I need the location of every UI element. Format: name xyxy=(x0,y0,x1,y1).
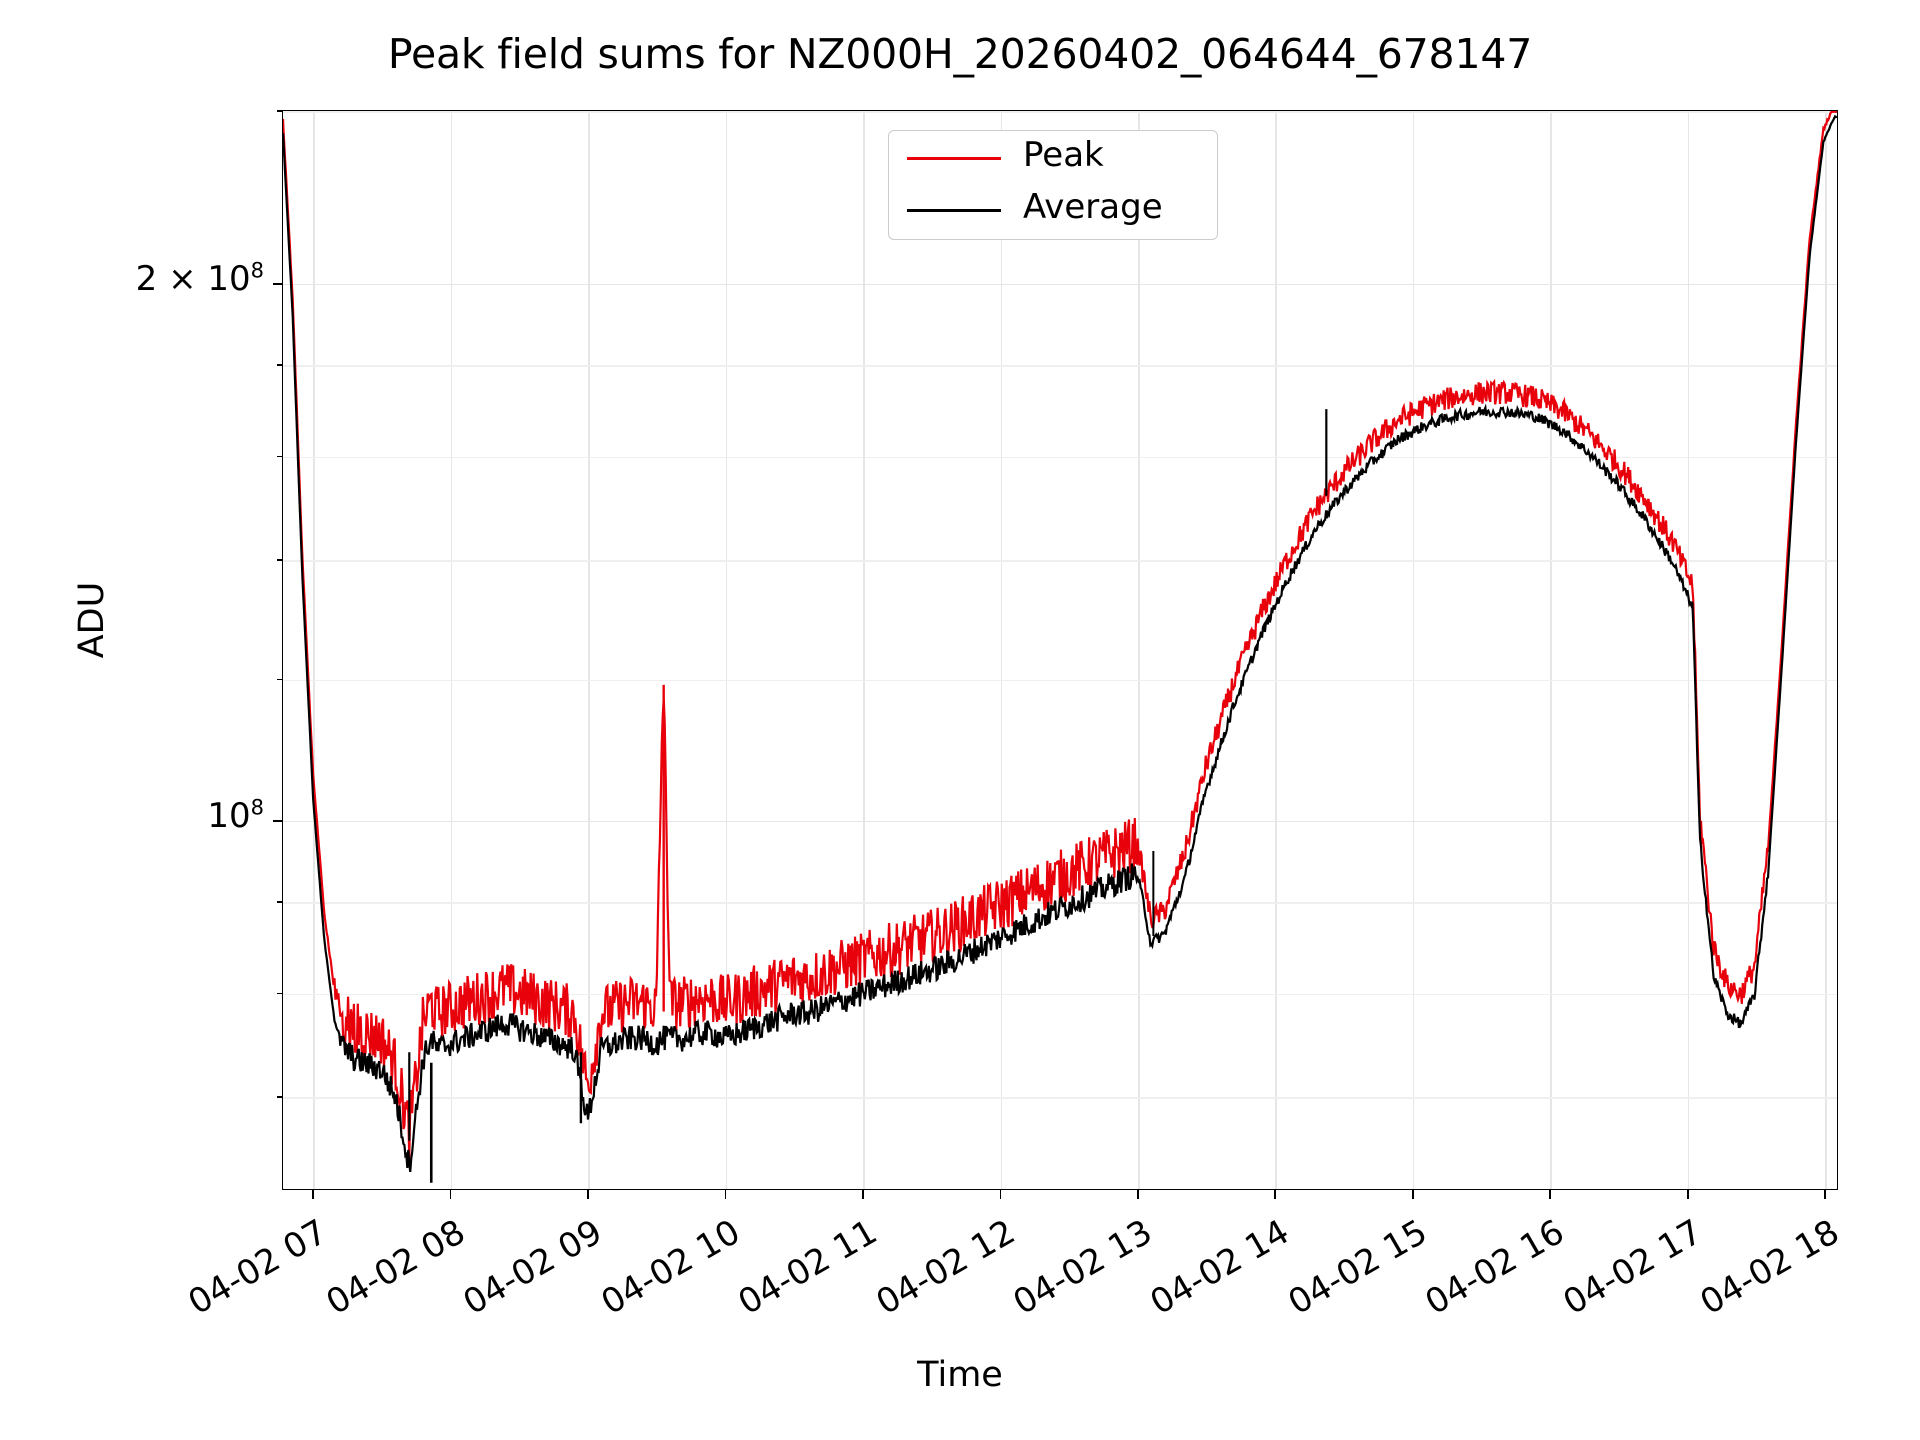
x-tick-mark xyxy=(587,1190,589,1199)
legend-item: Peak xyxy=(889,131,1217,186)
gridline-vertical xyxy=(588,111,590,1189)
data-series-layer xyxy=(283,111,1837,1183)
gridline-vertical xyxy=(1550,111,1552,1189)
y-tick-mark-minor xyxy=(277,901,282,904)
series-line-peak xyxy=(283,111,1837,1160)
gridline-horizontal xyxy=(283,1096,1837,1099)
x-tick-mark xyxy=(449,1190,452,1199)
y-tick-mark xyxy=(273,819,282,822)
gridline-horizontal xyxy=(283,820,1837,823)
gridline-vertical xyxy=(313,111,315,1189)
x-tick-mark xyxy=(312,1190,315,1199)
gridline-horizontal xyxy=(283,456,1837,459)
gridline-horizontal xyxy=(283,111,1837,113)
y-tick-mark-minor xyxy=(277,678,282,681)
gridline-vertical xyxy=(1137,111,1140,1189)
chart-legend: Peak Average xyxy=(888,130,1218,240)
gridline-vertical xyxy=(450,111,453,1189)
legend-color-swatch xyxy=(907,209,1001,212)
y-axis-label: ADU xyxy=(72,581,112,659)
x-tick-mark xyxy=(1686,1190,1689,1199)
gridline-vertical xyxy=(725,111,728,1189)
y-tick-mark-minor xyxy=(277,110,282,112)
y-tick-mark-minor xyxy=(277,455,282,458)
x-tick-mark xyxy=(1274,1190,1277,1199)
series-line-average xyxy=(283,114,1837,1173)
x-tick-mark xyxy=(1824,1190,1827,1199)
legend-label: Average xyxy=(1023,187,1163,227)
x-tick-mark xyxy=(999,1190,1002,1199)
chart-title: Peak field sums for NZ000H_20260402_0646… xyxy=(387,30,1533,78)
gridline-vertical xyxy=(1000,111,1003,1189)
x-axis-label: Time xyxy=(917,1355,1003,1395)
gridline-horizontal xyxy=(283,993,1837,996)
gridline-horizontal xyxy=(283,560,1837,562)
legend-label: Peak xyxy=(1023,135,1104,175)
legend-color-swatch xyxy=(907,157,1001,160)
y-tick-label: 2 × 108 xyxy=(135,258,264,299)
gridline-horizontal xyxy=(283,679,1837,682)
gridline-vertical xyxy=(863,111,865,1189)
x-tick-mark xyxy=(1411,1190,1414,1199)
y-tick-mark-minor xyxy=(277,1095,282,1098)
y-tick-mark-minor xyxy=(277,559,282,561)
gridline-horizontal xyxy=(283,365,1837,368)
y-tick-label: 108 xyxy=(207,795,264,836)
y-tick-mark xyxy=(273,282,282,285)
x-tick-mark xyxy=(1549,1190,1552,1199)
legend-item: Average xyxy=(889,183,1217,238)
gridline-vertical xyxy=(1687,111,1690,1189)
x-tick-mark xyxy=(1136,1190,1139,1199)
gridline-vertical xyxy=(1412,111,1415,1189)
gridline-vertical xyxy=(1825,111,1827,1189)
y-tick-mark-minor xyxy=(277,364,282,367)
gridline-vertical xyxy=(1275,111,1278,1189)
x-tick-mark xyxy=(724,1190,727,1199)
x-tick-mark xyxy=(862,1190,864,1199)
gridline-horizontal xyxy=(283,283,1837,286)
y-tick-mark-minor xyxy=(277,992,282,995)
plot-area xyxy=(282,110,1838,1190)
